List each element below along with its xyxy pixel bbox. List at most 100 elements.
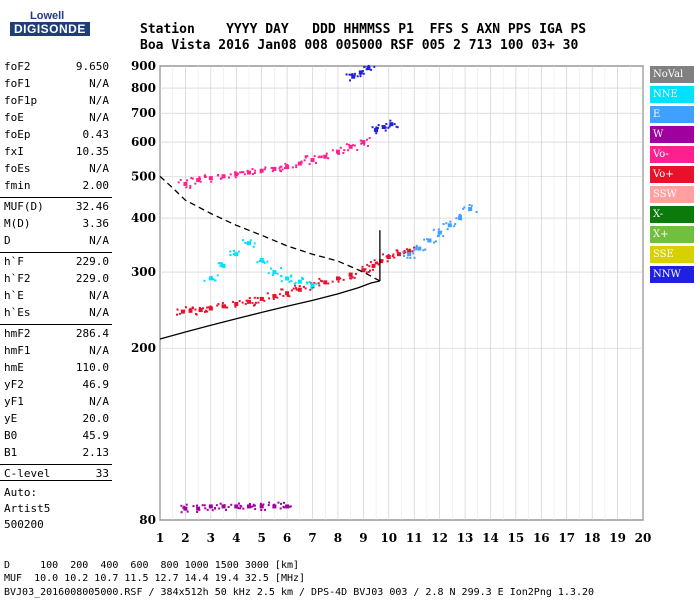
param-value: 2.00: [82, 179, 110, 192]
data-point-echo: [244, 302, 247, 305]
data-point-echo: [317, 156, 320, 159]
data-point-echo: [209, 504, 212, 507]
data-point-echo: [337, 276, 340, 279]
data-point-echo: [381, 259, 384, 262]
data-point-echo: [366, 138, 369, 141]
param-separator: [0, 324, 112, 325]
data-point: [272, 504, 277, 509]
data-point: [457, 216, 462, 221]
y-tick-label: 500: [131, 169, 156, 183]
x-tick-label: 6: [283, 531, 291, 545]
param-name: hmF2: [4, 327, 31, 340]
data-point-echo: [353, 144, 356, 147]
data-point-echo: [376, 262, 379, 265]
data-point-echo: [368, 137, 371, 140]
data-point-echo: [428, 239, 431, 242]
data-point-echo: [445, 222, 448, 225]
data-point-echo: [190, 177, 193, 180]
data-point: [208, 276, 213, 281]
data-point-echo: [442, 235, 445, 238]
data-point-echo: [351, 276, 354, 279]
data-point-echo: [300, 161, 303, 164]
data-point-echo: [175, 313, 178, 316]
data-point-echo: [331, 149, 334, 152]
data-point-echo: [198, 306, 201, 309]
data-point-echo: [279, 507, 282, 510]
data-point-echo: [203, 504, 206, 507]
data-point-echo: [295, 287, 298, 290]
data-point-echo: [210, 180, 213, 183]
data-point-echo: [369, 261, 372, 264]
data-point-echo: [223, 304, 226, 307]
data-point-echo: [388, 125, 391, 128]
data-point-echo: [459, 214, 462, 217]
data-point-echo: [177, 181, 180, 184]
data-point-echo: [288, 280, 291, 283]
data-point-echo: [314, 162, 317, 165]
artist-version: Artist5: [4, 502, 51, 515]
param-name: foF1: [4, 77, 31, 90]
data-point-echo: [209, 305, 212, 308]
data-point-echo: [215, 504, 218, 507]
data-point-echo: [295, 164, 298, 167]
x-tick-label: 15: [508, 531, 525, 545]
data-point-echo: [295, 288, 298, 291]
x-tick-label: 17: [558, 531, 575, 545]
param-row: hmF1 N/A: [4, 344, 109, 360]
data-point-echo: [352, 144, 355, 147]
param-value: N/A: [89, 344, 109, 357]
data-point-echo: [181, 310, 184, 313]
param-row: hmE 110.0: [4, 361, 109, 377]
param-row: MUF(D) 32.46: [4, 200, 109, 216]
param-name: MUF(D): [4, 200, 44, 213]
data-point: [208, 306, 213, 311]
param-name: hmF1: [4, 344, 31, 357]
data-point-echo: [234, 171, 237, 174]
data-point: [272, 270, 277, 275]
data-point-echo: [221, 175, 224, 178]
data-point-echo: [387, 126, 390, 129]
data-point: [297, 287, 302, 292]
data-point-echo: [217, 262, 220, 265]
param-value: N/A: [89, 111, 109, 124]
data-point-echo: [475, 210, 478, 213]
param-value: 20.0: [82, 412, 110, 425]
param-row: foE N/A: [4, 111, 109, 127]
data-point-echo: [405, 248, 408, 251]
data-point-echo: [290, 289, 293, 292]
data-point: [221, 504, 226, 509]
data-point-echo: [294, 284, 297, 287]
data-point-echo: [237, 502, 240, 505]
legend-item: W: [650, 126, 694, 143]
data-point-echo: [356, 148, 359, 151]
data-point-echo: [337, 152, 340, 155]
data-point-echo: [182, 506, 185, 509]
param-name: B0: [4, 429, 18, 442]
data-point-echo: [272, 298, 275, 301]
data-point-echo: [374, 130, 377, 133]
data-point-echo: [313, 155, 316, 158]
data-point-echo: [366, 263, 369, 266]
data-point-echo: [288, 295, 291, 298]
data-point-echo: [251, 173, 254, 176]
data-point-echo: [214, 279, 217, 282]
data-point-echo: [302, 285, 305, 288]
data-point-echo: [361, 70, 364, 73]
data-point-echo: [246, 169, 249, 172]
data-point-echo: [252, 503, 255, 506]
data-point-echo: [222, 264, 225, 267]
data-point-echo: [276, 272, 279, 275]
data-point-echo: [303, 159, 306, 162]
data-point-echo: [257, 301, 260, 304]
data-point-echo: [434, 240, 437, 243]
data-point-echo: [331, 280, 334, 283]
data-point-echo: [260, 508, 263, 511]
data-point: [221, 304, 226, 309]
data-point-echo: [446, 228, 449, 231]
data-point-echo: [345, 143, 348, 146]
data-point-echo: [271, 274, 274, 277]
param-name: yF2: [4, 378, 24, 391]
data-point-echo: [249, 239, 252, 242]
data-point-echo: [339, 277, 342, 280]
x-tick-label: 5: [258, 531, 266, 545]
